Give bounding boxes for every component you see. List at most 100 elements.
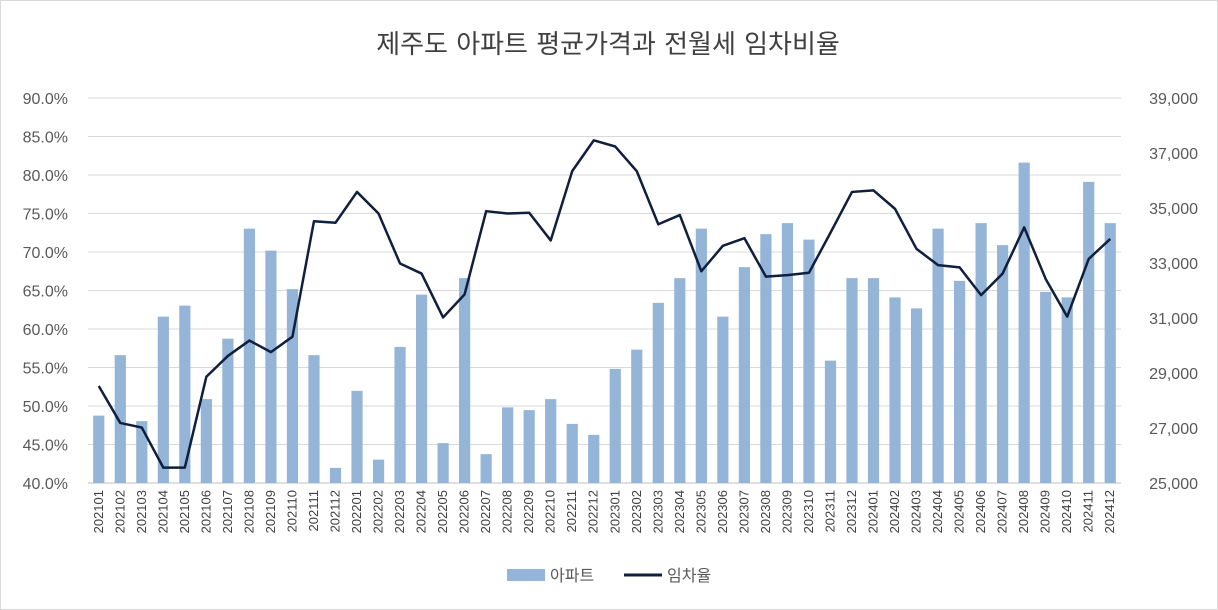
x-tick-label: 202211 <box>564 490 579 532</box>
x-tick-label: 202104 <box>155 490 170 533</box>
x-tick-label: 202109 <box>263 490 278 533</box>
left-tick-label: 75.0% <box>23 207 68 224</box>
x-tick-label: 202106 <box>198 490 213 533</box>
bar-202201 <box>351 390 363 484</box>
right-tick-label: 33,000 <box>1149 256 1198 273</box>
x-axis-ticks: 202101 202102 202103 202104 202105 202106 2021… <box>91 490 1117 533</box>
x-tick-label: 202107 <box>220 490 235 533</box>
bar-202311 <box>824 360 837 484</box>
bar-202301 <box>609 368 621 484</box>
left-tick-label: 85.0% <box>23 130 68 147</box>
bar-202306 <box>717 316 729 484</box>
bar-202107 <box>222 338 234 484</box>
bar-202411 <box>1083 181 1095 484</box>
x-tick-label: 202304 <box>672 490 687 533</box>
bar-202207 <box>480 454 492 484</box>
gridlines <box>88 97 1121 484</box>
bar-202410 <box>1061 297 1073 484</box>
bar-202406 <box>975 223 987 484</box>
x-tick-label: 202203 <box>392 490 407 533</box>
bar-202304 <box>674 278 686 484</box>
right-tick-label: 27,000 <box>1149 421 1198 438</box>
bar-202312 <box>846 278 858 484</box>
x-tick-label: 202401 <box>866 490 881 533</box>
bar-202404 <box>932 228 944 484</box>
bar-202203 <box>394 346 406 484</box>
bar-202101 <box>93 415 105 484</box>
x-tick-label: 202110 <box>284 490 299 532</box>
bar-202106 <box>200 399 212 484</box>
bar-202403 <box>910 308 923 484</box>
left-tick-label: 55.0% <box>23 361 68 378</box>
x-tick-label: 202306 <box>715 490 730 533</box>
bar-202204 <box>415 294 428 484</box>
x-tick-label: 202307 <box>736 490 751 533</box>
x-tick-label: 202311 <box>822 490 837 532</box>
chart-title: 제주도 아파트 평균가격과 전월세 임차비율 <box>376 30 840 60</box>
x-tick-label: 202406 <box>973 490 988 533</box>
right-tick-label: 37,000 <box>1149 146 1198 163</box>
bar-202309 <box>781 223 794 484</box>
bar-202202 <box>372 459 385 484</box>
x-tick-label: 202103 <box>134 490 149 533</box>
bar-202205 <box>437 443 449 484</box>
bar-202310 <box>803 239 815 484</box>
bar-202104 <box>157 316 169 484</box>
bar-202111 <box>308 355 320 484</box>
x-tick-label: 202411 <box>1081 490 1096 532</box>
x-tick-label: 202305 <box>693 490 708 533</box>
bar-202405 <box>954 280 966 484</box>
right-tick-label: 35,000 <box>1149 201 1198 218</box>
x-tick-label: 202201 <box>349 490 364 533</box>
legend-swatch-apartment <box>507 569 545 581</box>
x-tick-label: 202404 <box>930 490 945 533</box>
bar-202412 <box>1104 223 1116 484</box>
x-tick-label: 202310 <box>801 490 816 533</box>
x-tick-label: 202412 <box>1102 490 1117 533</box>
bar-202211 <box>566 423 578 484</box>
x-tick-label: 202301 <box>607 490 622 533</box>
bar-202212 <box>588 434 600 484</box>
bar-202208 <box>502 407 514 484</box>
x-tick-label: 202303 <box>650 490 665 533</box>
bar-202105 <box>179 305 191 484</box>
left-tick-label: 80.0% <box>23 168 68 185</box>
x-tick-label: 202108 <box>241 490 256 533</box>
x-tick-label: 202206 <box>457 490 472 533</box>
right-axis-ticks: 39,000 37,000 35,000 33,000 31,000 29,000 27,0… <box>1149 91 1198 493</box>
x-tick-label: 202308 <box>758 490 773 533</box>
bar-202210 <box>545 399 557 484</box>
x-tick-label: 202210 <box>543 490 558 533</box>
bar-202407 <box>997 245 1009 484</box>
left-tick-label: 90.0% <box>23 91 68 108</box>
x-tick-label: 202309 <box>779 490 794 533</box>
x-tick-label: 202208 <box>500 490 515 533</box>
x-tick-label: 202302 <box>629 490 644 533</box>
x-tick-label: 202409 <box>1038 490 1053 533</box>
right-tick-label: 25,000 <box>1149 476 1198 493</box>
bar-202307 <box>738 267 750 484</box>
x-tick-label: 202102 <box>112 490 127 533</box>
bar-202303 <box>652 302 664 484</box>
left-tick-label: 60.0% <box>23 322 68 339</box>
x-tick-label: 202212 <box>586 490 601 533</box>
left-axis-ticks: 90.0% 85.0% 80.0% 75.0% 70.0% 65.0% 60.0% 55.0%… <box>23 91 68 493</box>
x-tick-label: 202105 <box>177 490 192 533</box>
left-tick-label: 45.0% <box>23 438 68 455</box>
bar-202409 <box>1040 291 1052 484</box>
x-tick-label: 202101 <box>91 490 106 533</box>
left-tick-label: 70.0% <box>23 245 68 262</box>
x-tick-label: 202405 <box>952 490 967 533</box>
left-tick-label: 40.0% <box>23 476 68 493</box>
right-tick-label: 31,000 <box>1149 311 1198 328</box>
x-tick-label: 202112 <box>327 490 342 532</box>
legend-label-rent-ratio: 임차율 <box>667 566 711 585</box>
line-rent-ratio <box>97 139 1112 469</box>
bar-202112 <box>329 467 342 484</box>
left-tick-label: 65.0% <box>23 284 68 301</box>
bar-202206 <box>459 278 471 484</box>
x-tick-label: 202202 <box>371 490 386 533</box>
x-tick-label: 202205 <box>435 490 450 533</box>
right-tick-label: 29,000 <box>1149 366 1198 383</box>
